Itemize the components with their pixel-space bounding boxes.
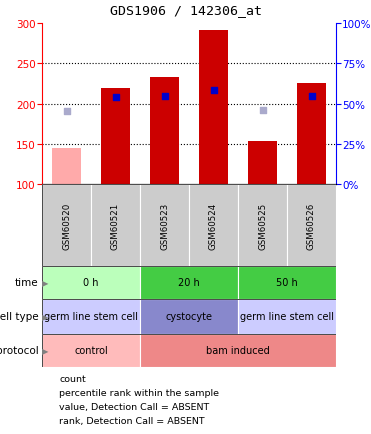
Bar — [52, 148, 81, 184]
Bar — [42, 266, 140, 299]
Bar — [287, 184, 336, 266]
Text: 50 h: 50 h — [276, 278, 298, 288]
Text: GSM60521: GSM60521 — [111, 202, 120, 249]
Point — [210, 87, 216, 94]
Point — [260, 107, 266, 114]
Text: value, Detection Call = ABSENT: value, Detection Call = ABSENT — [59, 403, 209, 411]
Text: count: count — [59, 375, 86, 384]
Text: ▶: ▶ — [42, 312, 49, 321]
Bar — [297, 84, 326, 184]
Text: protocol: protocol — [0, 346, 38, 356]
Bar — [42, 299, 140, 334]
Text: rank, Detection Call = ABSENT: rank, Detection Call = ABSENT — [59, 417, 205, 425]
Bar — [101, 89, 130, 184]
Point — [112, 94, 118, 101]
Text: GDS1906 / 142306_at: GDS1906 / 142306_at — [109, 4, 262, 17]
Text: time: time — [15, 278, 38, 288]
Bar — [42, 334, 140, 367]
Text: control: control — [74, 346, 108, 356]
Bar — [238, 184, 287, 266]
Bar — [238, 299, 336, 334]
Text: GSM60525: GSM60525 — [258, 202, 267, 249]
Point — [309, 94, 315, 101]
Bar — [140, 266, 238, 299]
Bar — [140, 334, 336, 367]
Text: GSM60524: GSM60524 — [209, 202, 218, 249]
Bar — [140, 299, 238, 334]
Text: cell type: cell type — [0, 312, 38, 322]
Text: germ line stem cell: germ line stem cell — [240, 312, 334, 322]
Bar — [199, 31, 228, 184]
Text: GSM60523: GSM60523 — [160, 202, 169, 249]
Text: cystocyte: cystocyte — [165, 312, 213, 322]
Text: bam induced: bam induced — [206, 346, 270, 356]
Text: percentile rank within the sample: percentile rank within the sample — [59, 388, 219, 398]
Text: GSM60526: GSM60526 — [307, 202, 316, 249]
Bar — [140, 184, 189, 266]
Bar — [248, 142, 277, 184]
Bar — [91, 184, 140, 266]
Bar — [150, 78, 179, 184]
Text: ▶: ▶ — [42, 278, 49, 287]
Point — [63, 108, 69, 115]
Text: germ line stem cell: germ line stem cell — [44, 312, 138, 322]
Text: 20 h: 20 h — [178, 278, 200, 288]
Bar — [189, 184, 238, 266]
Text: ▶: ▶ — [42, 346, 49, 355]
Bar — [238, 266, 336, 299]
Point — [161, 94, 167, 101]
Text: 0 h: 0 h — [83, 278, 99, 288]
Text: GSM60520: GSM60520 — [62, 202, 71, 249]
Bar — [42, 184, 91, 266]
